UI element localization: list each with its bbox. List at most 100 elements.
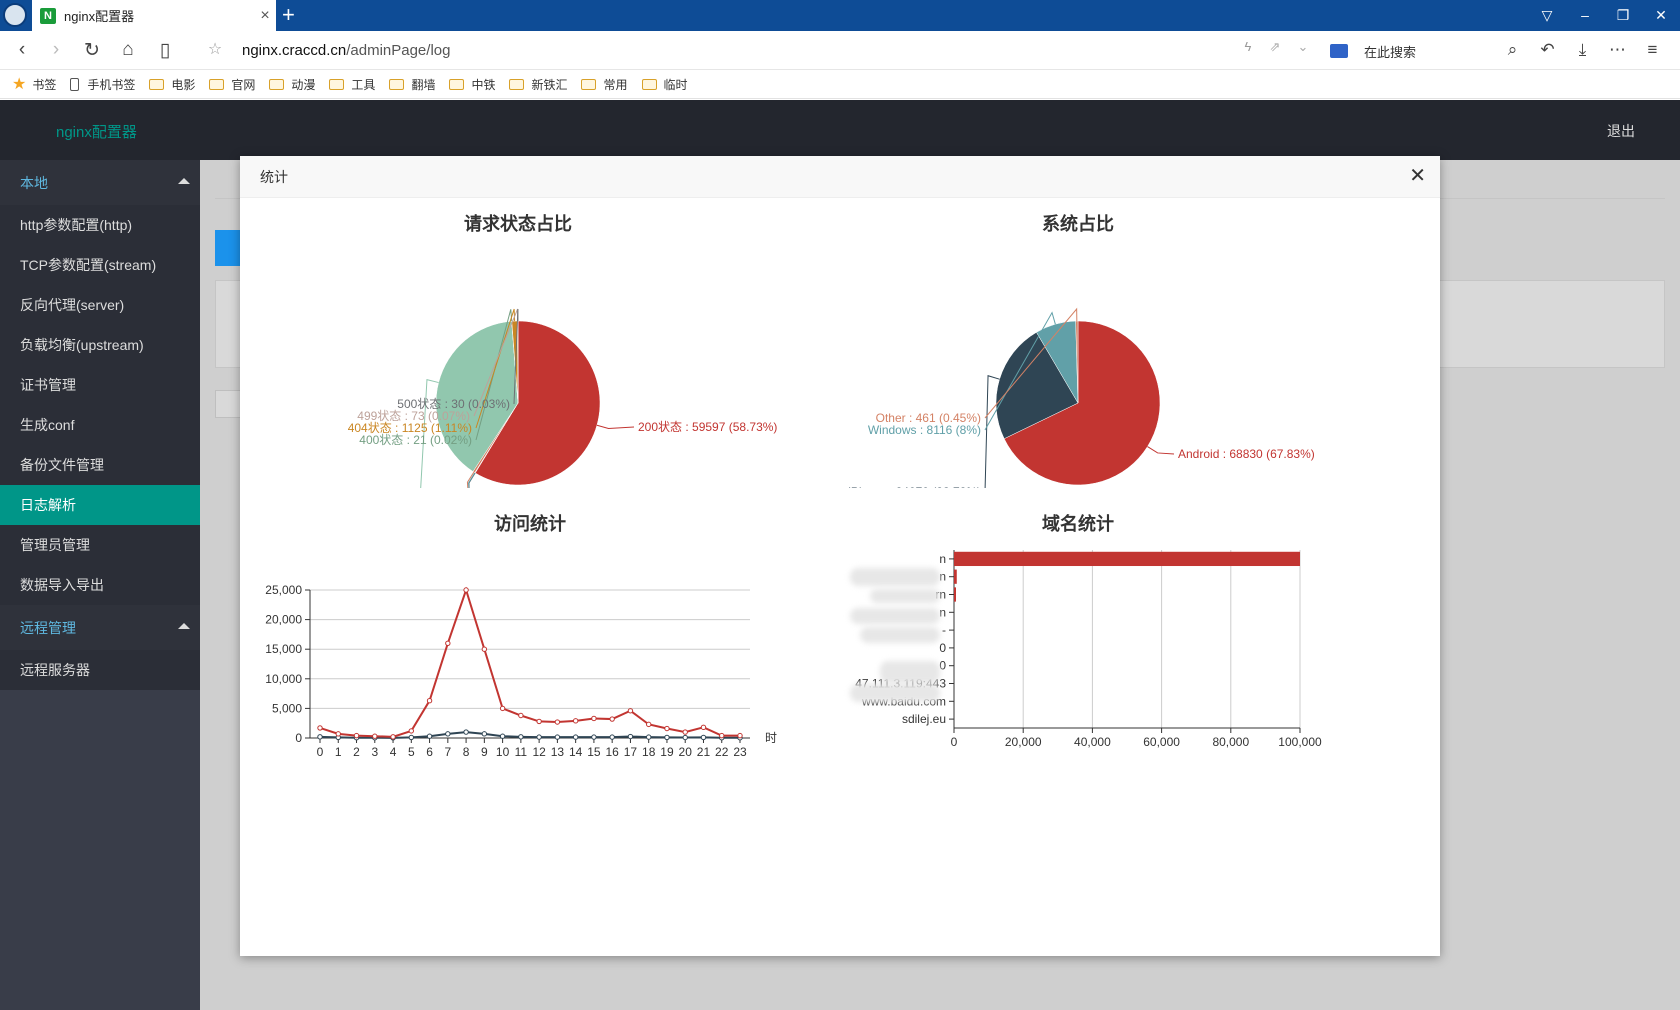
redacted-label — [850, 608, 940, 624]
sidebar-item[interactable]: 远程服务器 — [0, 650, 200, 690]
sidebar-item[interactable]: 备份文件管理 — [0, 445, 200, 485]
redacted-label — [860, 627, 940, 643]
sidebar-group-remote[interactable]: 远程管理 — [0, 605, 200, 650]
bookmark-item[interactable]: 手机书签 — [70, 76, 135, 93]
x-tick-label: 60,000 — [1143, 735, 1180, 749]
bookmark-item[interactable]: 常用 — [581, 76, 628, 93]
back-icon[interactable]: ‹ — [18, 39, 26, 60]
x-tick-label: 7 — [444, 745, 451, 759]
bookmark-item[interactable]: 翻墙 — [389, 76, 435, 93]
y-tick-label: 5,000 — [272, 701, 302, 715]
search-engine-icon[interactable] — [1330, 44, 1348, 58]
sidebar-item[interactable]: 证书管理 — [0, 365, 200, 405]
search-placeholder: 在此搜索 — [1364, 44, 1417, 60]
sidebar-group-local[interactable]: 本地 — [0, 160, 200, 205]
minimize-icon[interactable]: – — [1581, 7, 1589, 23]
data-point — [609, 734, 615, 740]
window-close-icon[interactable]: ✕ — [1655, 7, 1667, 23]
app-brand[interactable]: nginx配置器 — [56, 124, 137, 141]
sidebar-item[interactable]: 生成conf — [0, 405, 200, 445]
sidebar-item[interactable]: 日志解析 — [0, 485, 200, 525]
restore-icon[interactable]: ❐ — [1616, 7, 1630, 23]
sidebar-item[interactable]: http参数配置(http) — [0, 205, 200, 245]
pie-label-line — [513, 308, 519, 405]
lightning-icon[interactable]: ϟ — [1244, 39, 1252, 54]
dropdown-chevron-icon[interactable]: ⌄ — [1297, 39, 1309, 54]
sidebar-item[interactable]: 数据导入导出 — [0, 565, 200, 605]
url-domain: nginx.craccd.cn — [242, 42, 347, 59]
browser-logo-icon[interactable] — [3, 3, 27, 27]
undo-icon[interactable]: ↶ — [1540, 40, 1555, 59]
bookmark-item[interactable]: 官网 — [209, 76, 255, 93]
data-point — [627, 733, 634, 740]
search-box[interactable]: 在此搜索 — [1330, 39, 1530, 63]
data-point — [426, 698, 433, 704]
bookmark-item[interactable]: 工具 — [329, 76, 375, 93]
share-icon[interactable]: ⇗ — [1269, 39, 1281, 54]
y-tick-label: rn — [935, 588, 946, 602]
bookmark-item[interactable]: 中铁 — [449, 76, 495, 93]
x-tick-label: 17 — [624, 745, 638, 759]
url-field[interactable]: nginx.craccd.cn/adminPage/log — [242, 42, 450, 59]
partially-hidden-button[interactable] — [215, 230, 243, 266]
pie-slice — [1003, 320, 1161, 486]
bookmark-label: 翻墙 — [411, 77, 436, 92]
data-point — [317, 725, 323, 731]
x-tick-label: 15 — [587, 745, 601, 759]
favorite-star-icon[interactable]: ☆ — [207, 41, 223, 58]
data-point — [645, 721, 652, 728]
bookmark-item[interactable]: ★ 书签 — [12, 74, 56, 94]
bookmark-label: 电影 — [171, 77, 196, 92]
data-point — [664, 734, 670, 741]
sidebar-item[interactable]: 反向代理(server) — [0, 285, 200, 325]
sidebar-item[interactable]: 管理员管理 — [0, 525, 200, 565]
data-point — [572, 734, 579, 740]
data-point — [372, 733, 378, 739]
logout-link[interactable]: 退出 — [1607, 123, 1635, 139]
download-icon[interactable]: ⤓ — [1578, 40, 1587, 59]
tab-close-icon[interactable]: × — [260, 6, 270, 24]
y-tick-label: 0 — [939, 641, 946, 655]
data-point — [536, 718, 542, 725]
sidebar-item[interactable]: TCP参数配置(stream) — [0, 245, 200, 285]
bookmark-item[interactable]: 电影 — [149, 76, 195, 93]
x-tick-label: 13 — [551, 745, 565, 759]
data-point — [682, 734, 688, 741]
pie-label-line — [984, 375, 1000, 488]
series-line — [319, 586, 740, 738]
sidebar-remote-items: 远程服务器 — [0, 650, 200, 690]
y-tick-label: 0 — [939, 659, 946, 673]
sidebar-item[interactable]: 负载均衡(upstream) — [0, 325, 200, 365]
reload-icon[interactable]: ↻ — [84, 40, 100, 61]
bookmark-item[interactable]: 动漫 — [269, 76, 315, 93]
sidebar: 本地 http参数配置(http) TCP参数配置(stream) 反向代理(ser… — [0, 160, 200, 1010]
bookmark-label: 书签 — [32, 77, 57, 92]
browser-tab[interactable]: N nginx配置器 × — [32, 0, 276, 31]
data-point — [463, 729, 469, 735]
y-tick-label: sdilej.eu — [902, 712, 946, 726]
more-icon[interactable]: ⋯ — [1609, 40, 1626, 59]
pie-label: Other : 461 (0.45%) — [876, 411, 981, 425]
bookmark-item[interactable]: 临时 — [641, 76, 688, 93]
bookmarks-bar: ★ 书签 手机书签 电影 官网 动漫 工具 翻墙 中铁 新铁汇 常用 临时 — [0, 70, 1680, 99]
home-icon[interactable]: ⌂ — [122, 39, 134, 60]
bookmark-item[interactable]: 新铁汇 — [509, 76, 567, 93]
shirt-skin-icon[interactable]: ▽ — [1541, 7, 1553, 23]
menu-icon[interactable]: ≡ — [1647, 40, 1658, 59]
folder-icon — [209, 78, 225, 90]
data-point — [445, 640, 451, 646]
pie-label-line — [1147, 446, 1175, 455]
new-tab-icon[interactable]: + — [282, 2, 295, 27]
x-tick-label: 18 — [642, 745, 656, 759]
chart-title: 请求状态占比 — [464, 213, 572, 234]
x-tick-label: 22 — [715, 745, 729, 759]
forward-icon[interactable]: › — [52, 39, 60, 60]
close-icon[interactable]: ✕ — [1409, 165, 1426, 187]
data-point — [518, 734, 524, 740]
x-tick-label: 10 — [496, 745, 510, 759]
data-point — [481, 731, 488, 737]
search-icon[interactable]: ⌕ — [1507, 40, 1518, 59]
reader-icon[interactable]: ▯ — [159, 40, 171, 61]
redacted-label — [850, 684, 940, 702]
